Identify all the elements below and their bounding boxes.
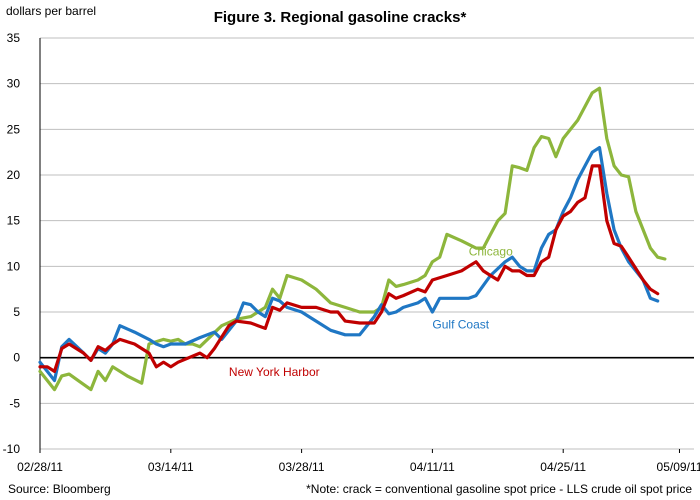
- series-label-new-york-harbor: New York Harbor: [229, 365, 320, 379]
- y-tick-label: -5: [9, 396, 20, 410]
- series-line-gulf-coast: [38, 146, 660, 383]
- y-tick-label: 35: [7, 31, 21, 45]
- axes: -10 -5 0 5 10 15 20 25 30 35 02/28/11 03/14/11 03/28…: [3, 31, 700, 474]
- source-text: Source: Bloomberg: [8, 482, 111, 496]
- y-tick-label: 20: [7, 168, 21, 182]
- series-labels: Chicago Gulf Coast New York Harbor: [229, 244, 513, 379]
- gridlines: [40, 37, 694, 450]
- footnote-text: *Note: crack = conventional gasoline spo…: [306, 482, 692, 496]
- y-tick-label: -10: [3, 442, 21, 456]
- y-tick-label: 25: [7, 122, 21, 136]
- y-tick-label: 0: [13, 351, 20, 365]
- x-tick-label: 03/28/11: [279, 460, 325, 474]
- x-tick-label: 04/11/11: [410, 460, 455, 474]
- x-tick-label: 04/25/11: [540, 460, 586, 474]
- y-tick-label: 30: [7, 77, 21, 91]
- y-axis-unit-label: dollars per barrel: [6, 4, 96, 18]
- series-line-new-york-harbor: [38, 164, 660, 373]
- series-label-gulf-coast: Gulf Coast: [432, 317, 489, 331]
- x-tick-label: 03/14/11: [148, 460, 194, 474]
- y-tick-label: 15: [7, 214, 21, 228]
- series-lines: [38, 86, 667, 392]
- series-label-chicago: Chicago: [469, 244, 513, 258]
- x-tick-label: 02/28/11: [17, 460, 63, 474]
- x-tick-label: 05/09/11: [657, 460, 700, 474]
- chart-title: Figure 3. Regional gasoline cracks*: [214, 9, 467, 26]
- y-tick-label: 10: [7, 259, 21, 273]
- y-tick-label: 5: [13, 305, 20, 319]
